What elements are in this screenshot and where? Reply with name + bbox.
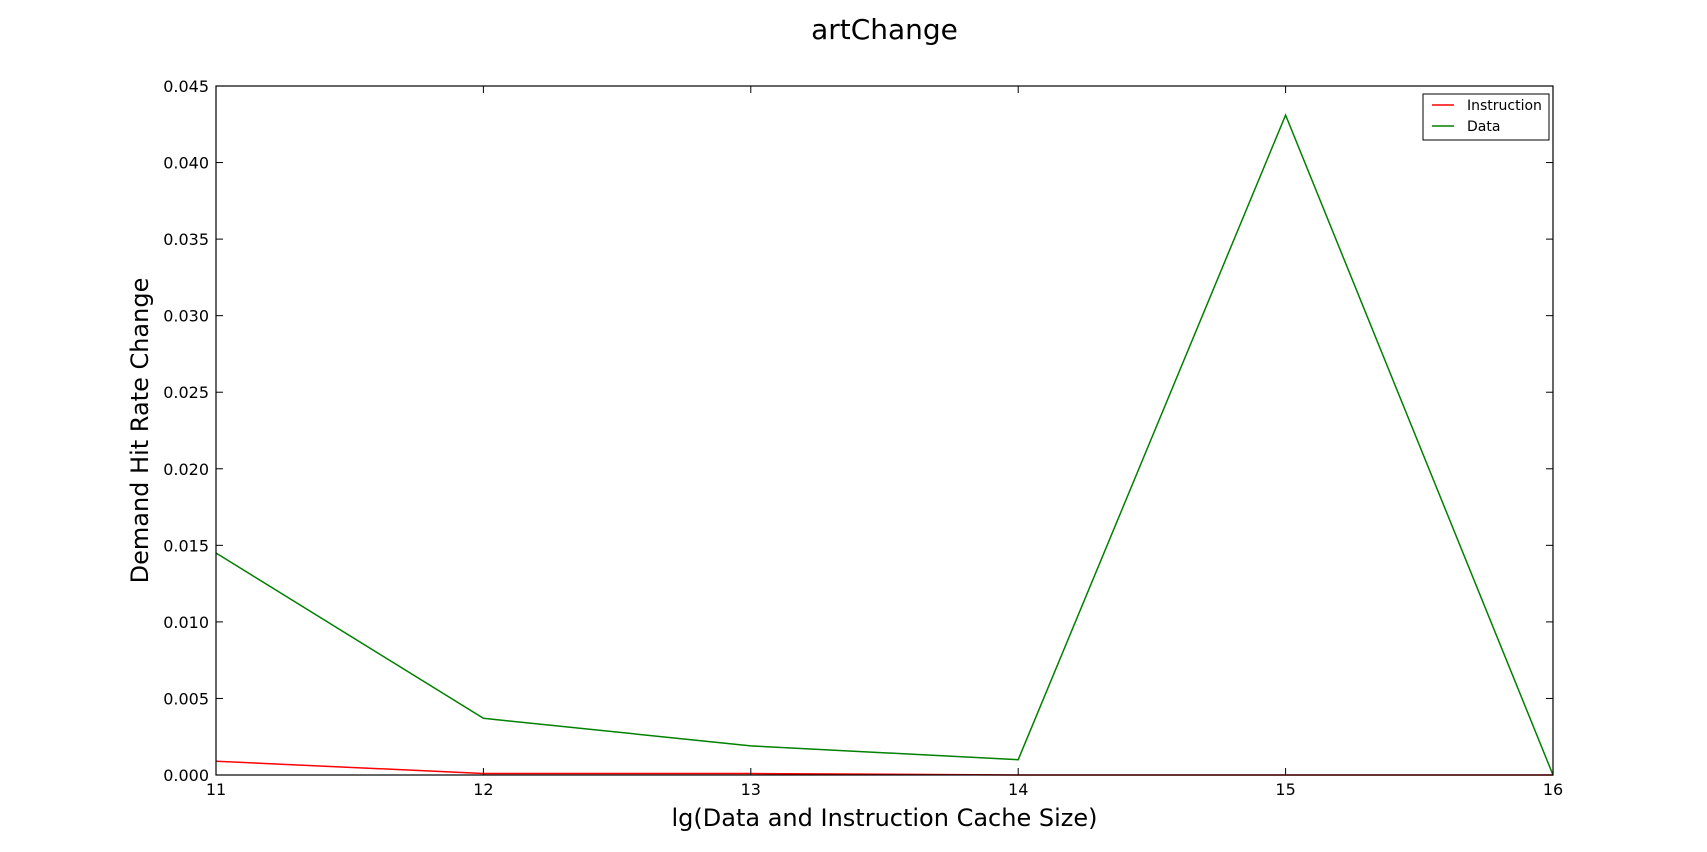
x-tick-label: 15: [1275, 780, 1295, 799]
y-tick-label: 0.035: [163, 230, 209, 249]
x-axis-title: lg(Data and Instruction Cache Size): [672, 804, 1098, 832]
y-tick-label: 0.040: [163, 154, 209, 173]
x-tick-label: 11: [206, 780, 226, 799]
x-tick-label: 12: [473, 780, 493, 799]
x-tick-label: 16: [1543, 780, 1563, 799]
chart-title: artChange: [811, 13, 958, 46]
y-axis-title: Demand Hit Rate Change: [126, 278, 154, 584]
legend-label-data: Data: [1467, 119, 1500, 135]
y-tick-label: 0.030: [163, 307, 209, 326]
plot-frame: [215, 85, 1554, 776]
y-tick-label: 0.010: [163, 613, 209, 632]
legend-label-instruction: Instruction: [1467, 98, 1542, 114]
y-tick-label: 0.020: [163, 460, 209, 479]
y-tick-label: 0.015: [163, 536, 209, 555]
y-tick-label: 0.005: [163, 689, 209, 708]
y-tick-label: 0.025: [163, 383, 209, 402]
y-tick-label: 0.000: [163, 766, 209, 785]
series-line-instruction: [215, 760, 1553, 776]
x-tick-label: 13: [741, 780, 761, 799]
y-tick-label: 0.045: [163, 77, 209, 96]
x-tick-label: 14: [1008, 780, 1028, 799]
series-line-data: [215, 113, 1554, 776]
legend: Instruction Data: [1422, 93, 1550, 141]
legend-box: [1422, 93, 1550, 141]
